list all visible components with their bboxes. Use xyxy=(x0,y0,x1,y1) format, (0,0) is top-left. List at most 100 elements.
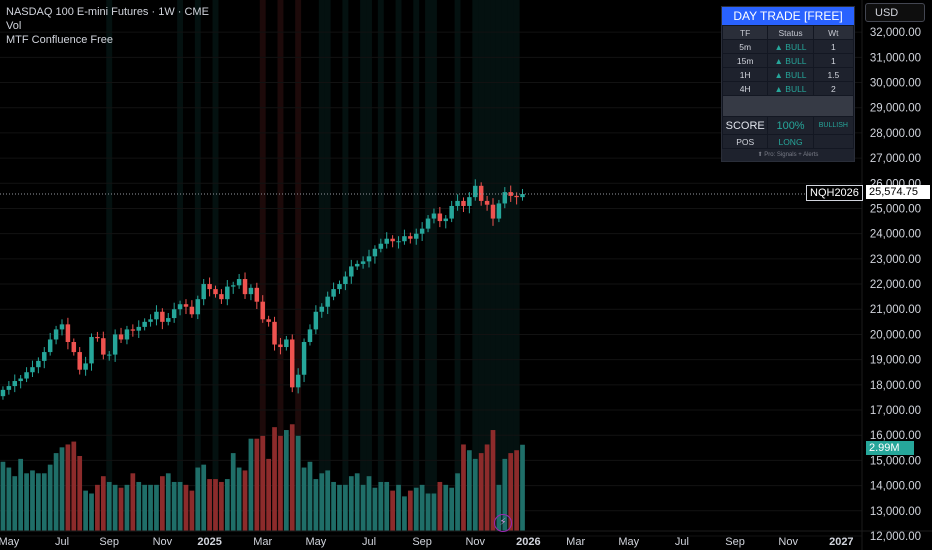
y-tick-label: 22,000.00 xyxy=(870,279,921,291)
candle-body xyxy=(443,218,449,222)
volume-bar xyxy=(59,447,65,531)
table-row: 1H ▲ BULL 1.5 xyxy=(721,67,855,82)
x-tick-label: Jul xyxy=(362,536,376,548)
candle-body xyxy=(77,352,82,370)
symbol-title[interactable]: NASDAQ 100 E-mini Futures · 1W · CME xyxy=(6,6,209,18)
candle-body xyxy=(148,319,153,322)
candle-body xyxy=(160,311,165,322)
signal-band xyxy=(194,0,201,531)
volume-bar xyxy=(443,484,449,531)
y-tick-label: 20,000.00 xyxy=(870,329,921,341)
candle-body xyxy=(59,324,65,330)
candle-body xyxy=(201,284,206,300)
x-tick-label: 2026 xyxy=(516,536,540,548)
volume-bar xyxy=(348,476,354,531)
candle-body xyxy=(319,306,325,312)
candle-body xyxy=(219,294,224,300)
candle-body xyxy=(295,374,301,388)
volume-bar xyxy=(65,444,71,531)
row-status: ▲ BULL xyxy=(767,81,814,96)
y-tick-label: 28,000.00 xyxy=(870,128,921,140)
mtf-indicator-label[interactable]: MTF Confluence Free xyxy=(6,34,113,46)
y-tick-label: 24,000.00 xyxy=(870,229,921,241)
volume-bar xyxy=(301,467,307,531)
y-tick-label: 12,000.00 xyxy=(870,531,921,543)
volume-bar xyxy=(236,467,242,531)
volume-bar xyxy=(461,444,466,531)
candle-body xyxy=(248,287,254,295)
currency-selector[interactable]: USD xyxy=(865,3,925,22)
candle-body xyxy=(177,304,183,310)
volume-bar xyxy=(272,427,277,531)
candle-body xyxy=(378,243,384,249)
volume-bar xyxy=(6,467,12,531)
panel-title: DAY TRADE [FREE] xyxy=(722,7,854,25)
score-row: SCORE 100% BULLISH xyxy=(721,116,855,135)
signal-band xyxy=(501,0,508,531)
candle-body xyxy=(24,372,29,379)
position-label: POS xyxy=(721,134,769,149)
x-tick-label: 2027 xyxy=(829,536,853,548)
candle-body xyxy=(260,301,265,320)
candle-body xyxy=(284,339,289,348)
candle-body xyxy=(89,336,94,364)
row-status: ▲ BULL xyxy=(767,53,814,68)
header-status: Status xyxy=(767,25,814,40)
candle-body xyxy=(195,299,201,315)
candle-body xyxy=(106,354,112,356)
table-row: 5m ▲ BULL 1 xyxy=(721,39,855,54)
signal-band xyxy=(490,0,496,531)
volume-bar xyxy=(419,484,425,531)
volume-tag: 2.99M xyxy=(866,441,914,455)
candle-body xyxy=(254,287,260,302)
volume-bar xyxy=(12,476,18,531)
candle-body xyxy=(478,185,484,201)
volume-bar xyxy=(289,424,295,531)
candle-body xyxy=(124,329,130,340)
volume-bar xyxy=(112,484,118,531)
y-tick-label: 14,000.00 xyxy=(870,481,921,493)
candle-body xyxy=(437,213,443,222)
y-tick-label: 29,000.00 xyxy=(870,103,921,115)
candle-body xyxy=(230,285,236,287)
x-tick-label: 2025 xyxy=(197,536,221,548)
candle-body xyxy=(154,311,159,320)
volume-indicator-label[interactable]: Vol xyxy=(6,20,22,32)
candle-body xyxy=(130,329,136,331)
volume-bar xyxy=(508,453,514,531)
volume-bar xyxy=(354,473,360,531)
candle-body xyxy=(408,236,413,239)
candle-body xyxy=(349,266,354,277)
volume-bar xyxy=(331,481,336,531)
volume-bar xyxy=(307,461,313,531)
volume-bar xyxy=(496,484,502,531)
signal-band xyxy=(507,0,514,531)
x-tick-label: Mar xyxy=(566,536,585,548)
lightning-icon[interactable]: ⚡ xyxy=(494,514,512,532)
x-tick-label: May xyxy=(618,536,639,548)
row-tf: 15m xyxy=(721,53,769,68)
row-tf: 5m xyxy=(721,39,769,54)
candle-body xyxy=(425,218,431,229)
signal-band xyxy=(106,0,113,531)
candle-body xyxy=(207,284,212,290)
row-weight: 1 xyxy=(812,53,855,68)
candle-body xyxy=(396,241,401,243)
volume-bar xyxy=(207,479,212,531)
volume-bar xyxy=(89,493,94,531)
signal-band xyxy=(472,0,479,531)
y-tick-label: 15,000.00 xyxy=(870,455,921,467)
y-tick-label: 30,000.00 xyxy=(870,78,921,90)
candle-body xyxy=(449,205,454,219)
row-weight: 1.5 xyxy=(812,67,855,82)
volume-bar xyxy=(242,470,248,531)
candle-body xyxy=(384,238,389,244)
mtf-confluence-panel: DAY TRADE [FREE] TF Status Wt 5m ▲ BULL … xyxy=(721,6,855,162)
signal-band xyxy=(177,0,184,531)
volume-bar xyxy=(360,484,366,531)
signal-band xyxy=(324,0,331,531)
upgrade-note: ⬆ Pro: Signals + Alerts xyxy=(757,152,819,158)
candle-body xyxy=(71,341,77,353)
candle-body xyxy=(236,279,242,286)
